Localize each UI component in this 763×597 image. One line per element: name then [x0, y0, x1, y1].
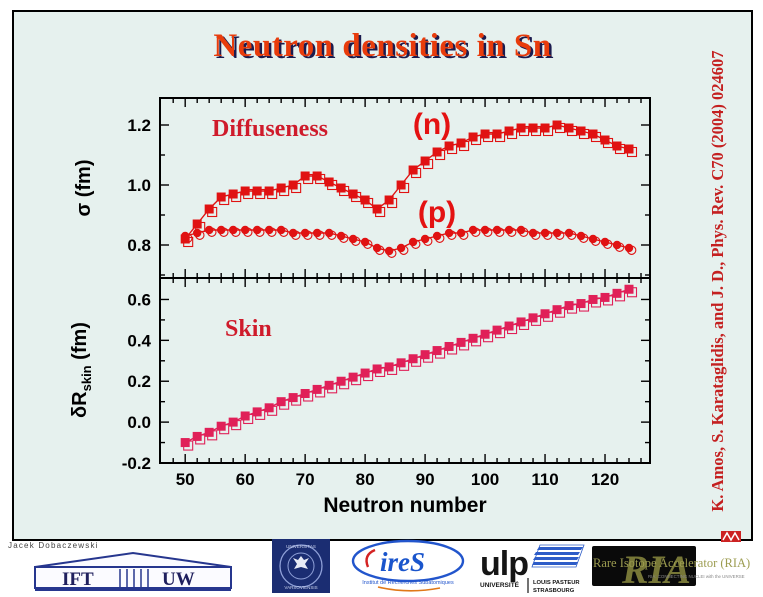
citation-sidebar: K. Amos, S. Karataglidis, and J. D., Phy… — [708, 50, 727, 512]
y-axis-label-sigma: σ (fm) — [73, 159, 95, 216]
ift-label: IFT — [62, 569, 94, 590]
author-name: Jacek Dobaczewski — [8, 541, 99, 550]
ulp-line1: UNIVERSITÉ — [480, 580, 520, 589]
neutron-series-label: (n) — [413, 108, 451, 141]
xtick-label: 60 — [236, 470, 255, 489]
ulp-flag — [531, 544, 585, 568]
series-line-(n) — [184, 124, 630, 240]
ria-title: Rare Isotope Accelerator (RIA) — [593, 556, 750, 570]
ulp-logo: ulp UNIVERSITÉ LOUIS PASTEUR STRASBOURG — [480, 544, 585, 594]
ift-uw-logo: IFT UW — [34, 551, 232, 591]
xtick-label: 120 — [591, 470, 619, 489]
eagle-emblem — [293, 556, 309, 569]
x-axis-label: Neutron number — [323, 494, 486, 517]
seal-bottom-text: VARSOVIENSIS — [284, 585, 317, 590]
xtick-label: 100 — [471, 470, 499, 489]
skin-label: Skin — [225, 316, 272, 342]
ulp-name: ulp — [480, 545, 528, 583]
ytick-label-bottom: 0.6 — [127, 290, 151, 309]
ytick-label-top: 1.2 — [127, 116, 151, 135]
warsaw-university-seal: UNIVERSITAS VARSOVIENSIS — [272, 539, 330, 593]
ytick-label-bottom: 0.0 — [127, 413, 151, 432]
series-line-skin — [184, 288, 630, 444]
uw-label: UW — [162, 569, 195, 590]
ria-tagline: RIA: CONNECTING NUCLEI with the UNIVERSE — [648, 574, 745, 579]
ires-logo: ireS Institut de Recherches Subatomiques — [351, 539, 465, 592]
ytick-label-bottom: -0.2 — [122, 454, 151, 473]
ytick-label-top: 1.0 — [127, 176, 151, 195]
ria-logo: RIA Rare Isotope Accelerator (RIA) RIA: … — [592, 546, 750, 589]
xtick-label: 70 — [296, 470, 315, 489]
ires-name: ireS — [380, 547, 425, 577]
xtick-label: 80 — [356, 470, 375, 489]
ulp-line2: LOUIS PASTEUR — [533, 580, 580, 586]
xtick-label: 50 — [176, 470, 195, 489]
neutron-density-plot: 0.8 1.0 1.2 -0.2 0.0 0.2 0.4 0.6 50 60 70 80 90 100 11… — [69, 97, 651, 517]
xtick-label: 110 — [531, 470, 558, 489]
slide-title: Neutron densities in Sn — [213, 28, 552, 64]
seal-top-text: UNIVERSITAS — [286, 544, 316, 549]
red-flag-icon — [721, 531, 741, 542]
bottom-panel-frame — [159, 277, 651, 464]
ria-monogram: RIA — [621, 547, 691, 589]
ulp-line3: STRASBOURG — [533, 588, 575, 594]
xtick-label: 90 — [416, 470, 435, 489]
ytick-label-bottom: 0.4 — [127, 331, 151, 350]
diffuseness-label: Diffuseness — [212, 116, 328, 142]
ires-subtitle: Institut de Recherches Subatomiques — [362, 580, 454, 586]
y-axis-label-skin: δRskin (fm) — [69, 322, 94, 418]
ytick-label-bottom: 0.2 — [127, 372, 151, 391]
proton-series-label: (p) — [418, 196, 456, 229]
ytick-label-top: 0.8 — [127, 236, 151, 255]
